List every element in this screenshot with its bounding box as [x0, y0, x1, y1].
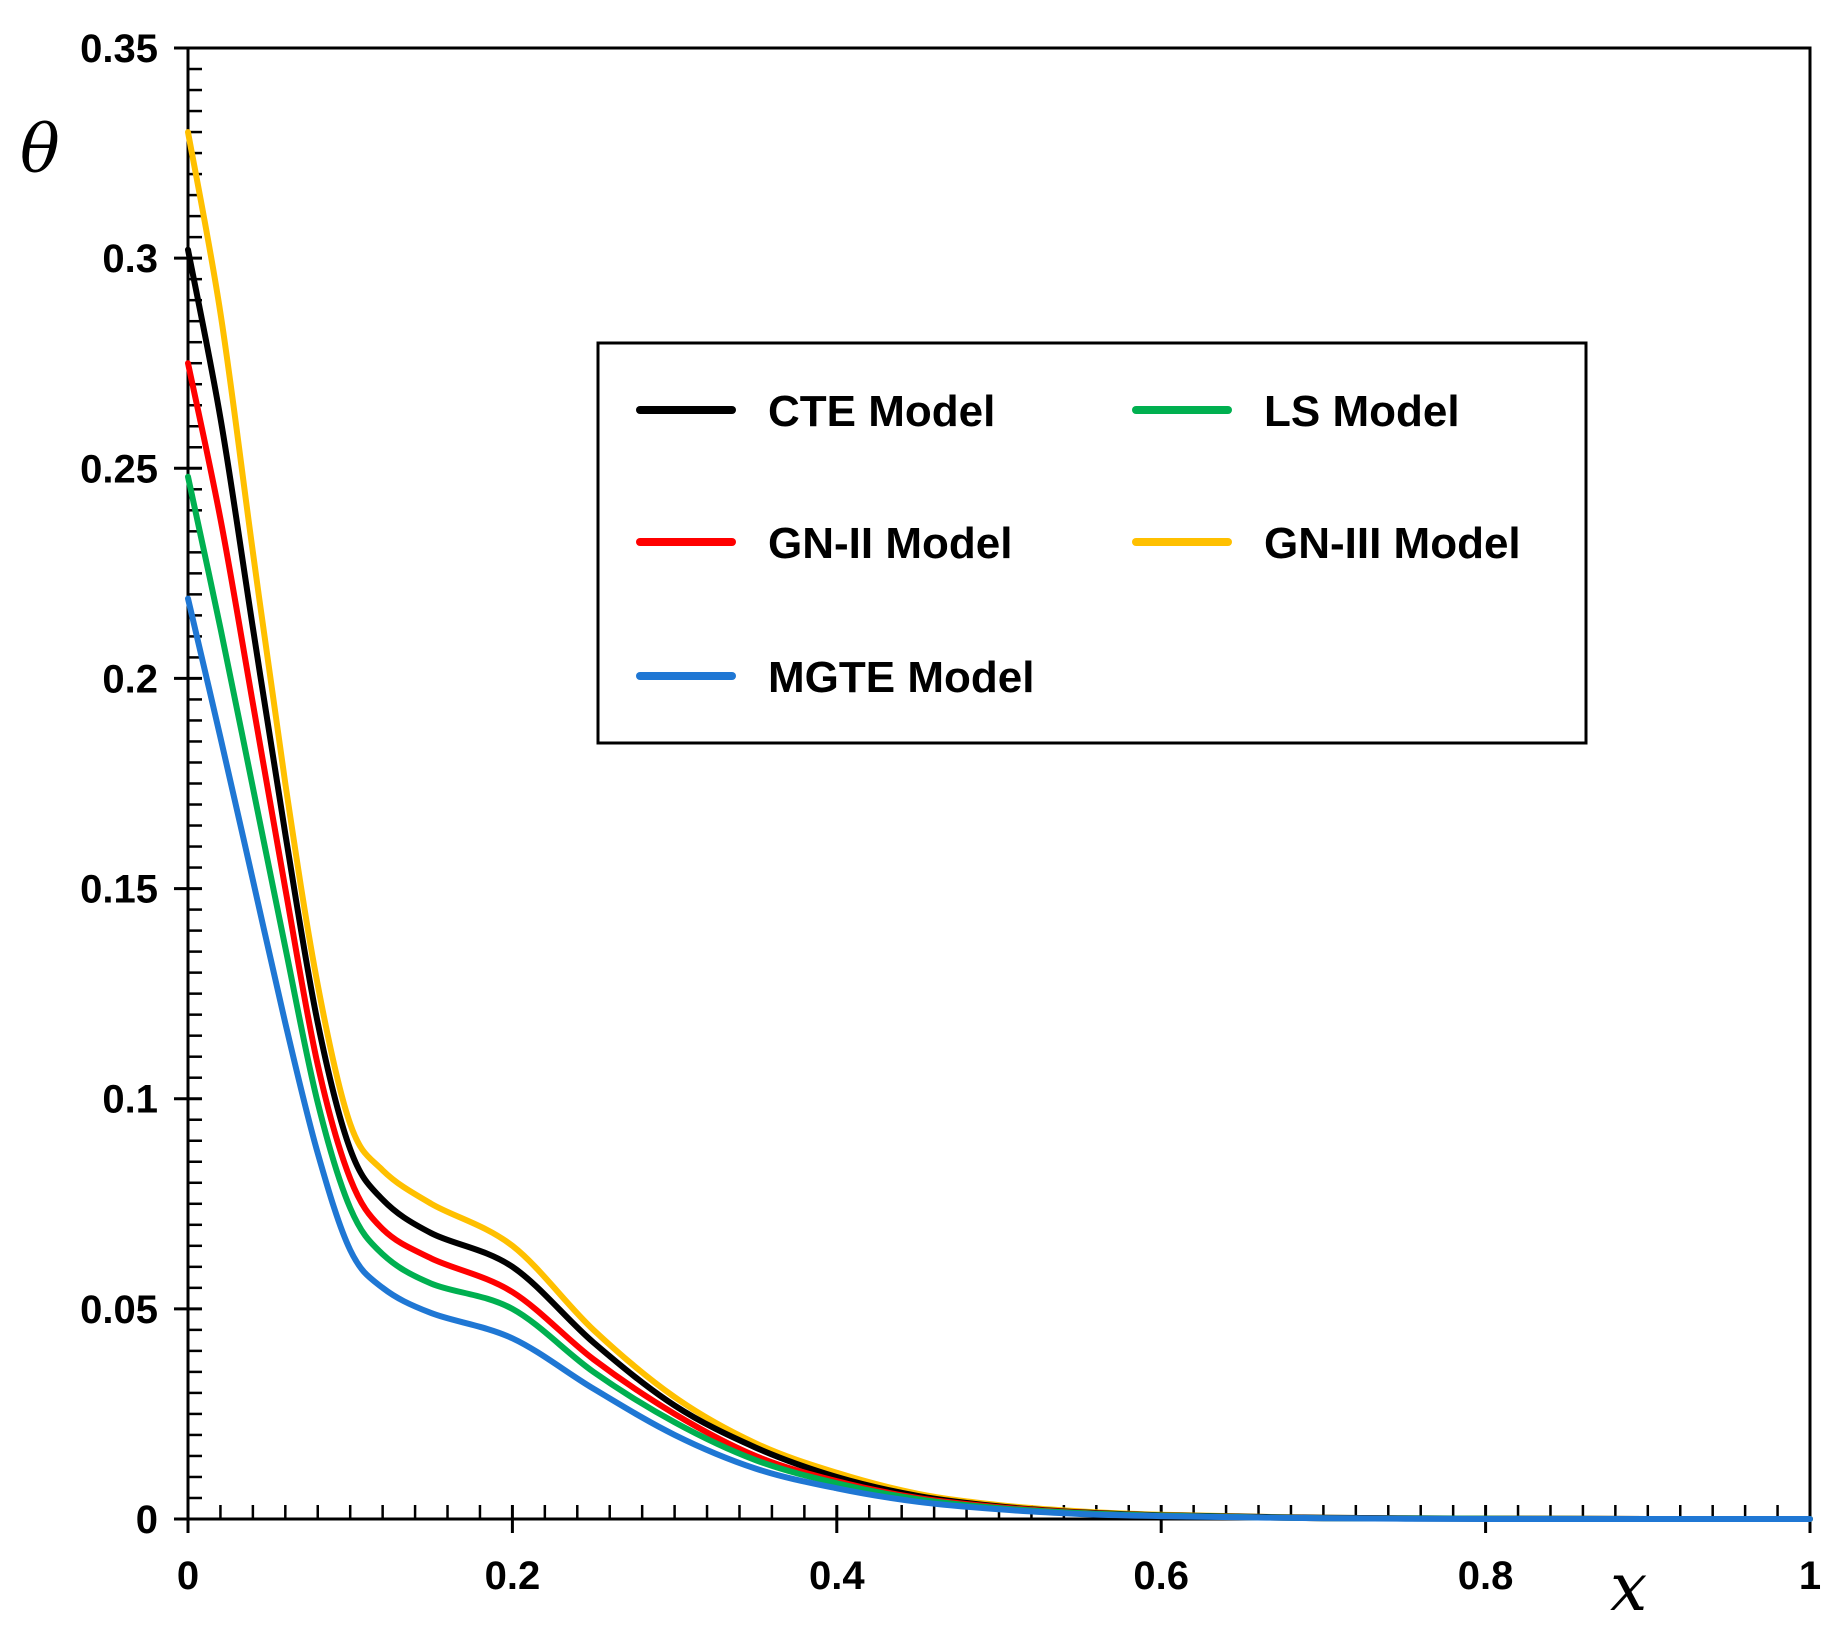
legend-box	[596, 341, 1588, 745]
x-tick-label: 0.6	[1133, 1554, 1189, 1598]
y-axis-label: θ	[20, 111, 60, 188]
minor-ticks	[188, 67, 1779, 1519]
legend-label-gn-iii-model: GN-III Model	[1264, 519, 1521, 568]
plot-frame	[186, 46, 1812, 1521]
y-tick-label: 0.35	[80, 27, 158, 71]
y-tick-label: 0	[136, 1498, 158, 1542]
legend-label-cte-model: CTE Model	[768, 387, 995, 436]
legend-label-ls-model: LS Model	[1264, 387, 1460, 436]
y-tick-label: 0.05	[80, 1288, 158, 1332]
series-line-mgte-model	[185, 595, 1813, 1523]
y-tick-label: 0.1	[102, 1078, 158, 1122]
x-tick-label: 0.4	[809, 1554, 865, 1598]
x-axis-label: x	[1610, 1549, 1647, 1626]
x-tick-label: 1	[1799, 1554, 1821, 1598]
x-tick-label: 0.2	[485, 1554, 541, 1598]
legend-label-gn-ii-model: GN-II Model	[768, 519, 1012, 568]
y-tick-label: 0.25	[80, 447, 158, 491]
y-tick-label: 0.3	[102, 237, 158, 281]
series-group	[185, 129, 1813, 1523]
y-tick-label: 0.2	[102, 657, 158, 701]
x-tick-label: 0	[177, 1554, 199, 1598]
tick-labels: 0 0.05 0.1 0.15 0.2 0.25 0.3 0.35 0 0.2 0.4 0.6 0.8 1	[80, 27, 1821, 1598]
legend: CTE Model LS Model GN-II Model GN-III Model…	[596, 341, 1588, 745]
legend-label-mgte-model: MGTE Model	[768, 653, 1034, 702]
y-tick-label: 0.15	[80, 868, 158, 912]
x-tick-label: 0.8	[1458, 1554, 1514, 1598]
